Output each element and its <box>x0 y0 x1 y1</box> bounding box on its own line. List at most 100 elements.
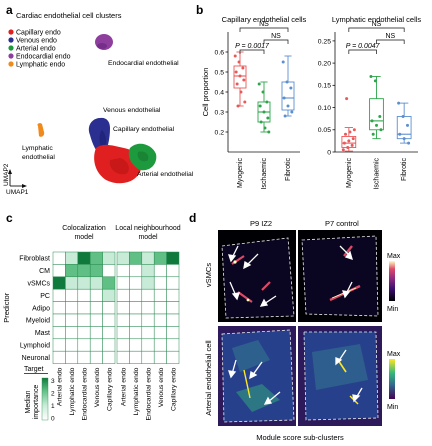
legend-item-endocardial: Endocardial endo <box>8 53 71 61</box>
heatmap-cell <box>141 350 155 364</box>
heatmap-cell <box>166 251 180 265</box>
data-point <box>281 60 285 64</box>
heatmap-cell <box>141 338 155 352</box>
data-point <box>351 137 355 141</box>
ns-label: NS <box>372 21 382 28</box>
data-point <box>258 104 262 108</box>
data-point <box>342 141 346 145</box>
umap-legend: Capillary endo Venous endo Arterial endo… <box>8 29 71 69</box>
bracket <box>239 27 289 32</box>
heatmap-cell <box>153 313 167 327</box>
bracket <box>348 27 405 32</box>
chart-title: Capillary endothelial cells <box>222 15 307 24</box>
legend-label: Arterial endo <box>16 46 56 53</box>
arrow-icon <box>229 281 240 301</box>
heatmap-cell <box>52 288 66 302</box>
bracket <box>348 49 377 54</box>
heatmap-cell <box>52 264 66 278</box>
heatmap-cell <box>153 350 167 364</box>
cluster-lymphatic: Lymphatic endothelial <box>22 123 55 161</box>
heatmap-cell <box>129 338 143 352</box>
category-label: Ischaemic <box>261 158 268 190</box>
heatmap-cell <box>89 338 103 352</box>
colorbar-tick: 3 <box>51 378 55 385</box>
data-point <box>241 66 245 70</box>
heatmap-cell <box>129 251 143 265</box>
bracket <box>239 49 265 54</box>
umap-x-label: UMAP1 <box>6 189 29 196</box>
heatmap-cell <box>65 288 79 302</box>
boxplot-capillary: Capillary endothelial cells 0.2 0.3 0.4 0.5 0… <box>201 15 307 190</box>
colorbar-min-label: Min <box>387 404 398 411</box>
heatmap-cell <box>89 276 103 290</box>
heatmap-cell <box>77 301 91 315</box>
heatmap-cell <box>77 288 91 302</box>
heatmap-cell <box>102 326 116 340</box>
umap-axes: UMAP2 UMAP1 <box>3 163 29 196</box>
y-axis-label: Cell proportion <box>201 68 210 117</box>
heatmap-cell <box>116 313 130 327</box>
column-label: Lymphatic endo <box>133 367 140 415</box>
heatmap-cell <box>102 338 116 352</box>
label-venous: Venous endothelial <box>103 107 161 114</box>
data-point <box>236 104 240 108</box>
box <box>369 98 384 131</box>
panel-b: b Capillary endothelial cells 0.2 0.3 0.4 0.… <box>196 3 421 190</box>
box-ischaemic <box>257 81 271 134</box>
heatmap-cell <box>129 264 143 278</box>
data-point <box>379 128 383 132</box>
heatmap-cell <box>116 338 130 352</box>
label-capillary: Capillary endothelial <box>113 126 175 133</box>
p-value-label: P = 0.0047 <box>346 43 381 50</box>
heatmap-cell <box>141 251 155 265</box>
heatmap-cell <box>116 276 130 290</box>
col-title-p9: P9 IZ2 <box>250 219 272 228</box>
category-label: Fibrotic <box>401 158 408 181</box>
arrow-icon <box>259 295 277 307</box>
data-point <box>378 114 382 118</box>
colorbar-min-label: Min <box>387 306 398 313</box>
heatmap-cell <box>129 326 143 340</box>
data-point <box>289 86 293 90</box>
data-point <box>401 114 405 118</box>
category-label: Myogenic <box>346 158 353 188</box>
y-tick-label: 0.6 <box>215 49 225 56</box>
box-fibrotic <box>396 101 412 145</box>
heatmap-cell <box>65 264 79 278</box>
y-tick-label: 0.10 <box>318 105 331 112</box>
heatmap-cell <box>166 338 180 352</box>
column-label: Endocardial endo <box>82 367 89 420</box>
column-label: Arterial endo <box>121 367 128 406</box>
arrow-icon <box>352 387 363 403</box>
data-point <box>345 97 349 101</box>
legend-dot <box>8 61 14 67</box>
heatmap-cell <box>52 350 66 364</box>
heatmap-cell <box>153 326 167 340</box>
data-point <box>263 126 267 130</box>
column-label: Arterial endo <box>57 367 64 406</box>
group-title: model <box>138 234 158 241</box>
heatmap-cell <box>77 313 91 327</box>
umap-plot: Endocardial endothelial Venous endotheli… <box>22 34 194 184</box>
heatmap-cell <box>129 276 143 290</box>
heatmap-cell <box>153 301 167 315</box>
heatmap-cell <box>129 301 143 315</box>
row-title-arterial: Arterial endothelial cell <box>204 340 213 416</box>
data-point <box>282 96 286 100</box>
heatmap-cell <box>116 326 130 340</box>
data-point <box>398 132 402 136</box>
arrow-icon <box>228 359 237 379</box>
group-title: Local neighbourhood <box>115 225 180 232</box>
label-lymphatic-1: Lymphatic <box>22 145 53 152</box>
legend-label: Endocardial endo <box>16 54 71 61</box>
y-tick-label: 0.15 <box>318 83 331 90</box>
heatmap-cell <box>166 350 180 364</box>
target-label: Target <box>24 366 44 373</box>
legend-dot <box>8 53 14 59</box>
row-label: CM <box>39 268 50 275</box>
column-label: Capillary endo <box>106 367 113 411</box>
y-tick-label: 0.20 <box>318 61 331 68</box>
heatmap-cell <box>102 313 116 327</box>
heatmap-cell <box>102 251 116 265</box>
data-point <box>348 130 352 134</box>
